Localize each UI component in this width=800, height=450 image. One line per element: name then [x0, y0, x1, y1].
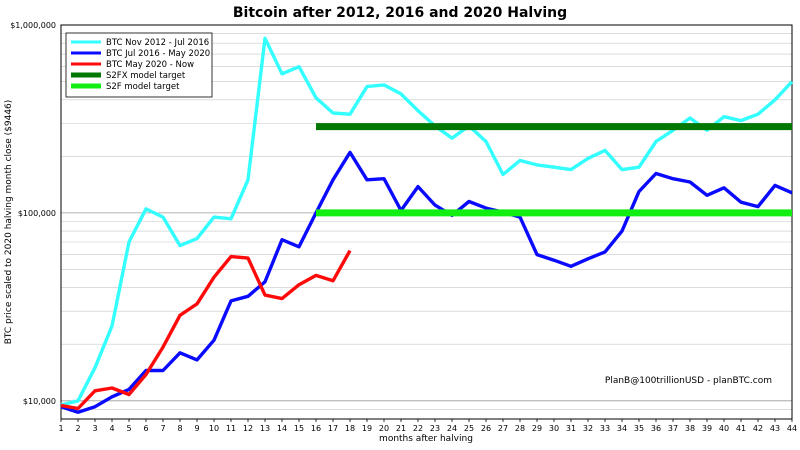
x-tick-label: 29 [532, 424, 542, 433]
x-tick-label: 14 [277, 424, 287, 433]
legend-label: BTC Jul 2016 - May 2020 [106, 49, 210, 59]
y-tick-label: $1,000,000 [10, 21, 56, 30]
series-line-3 [60, 249, 352, 411]
x-tick-label: 20 [379, 424, 389, 433]
x-tick-label: 31 [566, 424, 576, 433]
x-tick-label: 40 [719, 424, 729, 433]
x-tick-label: 4 [109, 424, 114, 433]
x-tick-label: 44 [787, 424, 797, 433]
x-tick-label: 7 [160, 424, 165, 433]
x-tick-label: 22 [413, 424, 423, 433]
x-tick-label: 6 [143, 424, 148, 433]
credit-text: PlanB@100trillionUSD - planBTC.com [605, 376, 772, 386]
x-tick-label: 25 [464, 424, 474, 433]
legend-label: S2F model target [106, 82, 180, 92]
x-tick-label: 36 [651, 424, 661, 433]
series-line-1 [60, 36, 794, 407]
x-tick-label: 16 [311, 424, 321, 433]
x-tick-label: 15 [294, 424, 304, 433]
x-tick-label: 32 [583, 424, 593, 433]
x-tick-label: 42 [753, 424, 763, 433]
x-tick-label: 33 [600, 424, 610, 433]
x-tick-label: 43 [770, 424, 780, 433]
series-line-2 [60, 150, 793, 414]
x-tick-label: 34 [617, 424, 627, 433]
x-tick-label: 3 [92, 424, 97, 433]
plot-frame [60, 24, 793, 420]
x-tick-label: 2 [75, 424, 80, 433]
x-tick-label: 24 [447, 424, 457, 433]
legend-label: BTC Nov 2012 - Jul 2016 [106, 38, 209, 48]
x-tick-label: 39 [702, 424, 712, 433]
x-tick-label: 17 [328, 424, 338, 433]
x-tick-label: 35 [634, 424, 644, 433]
x-tick-label: 9 [194, 424, 199, 433]
x-tick-label: 1 [58, 424, 63, 433]
y-axis-ticks: $10,000 $100,000 $1,000,000 [10, 21, 56, 406]
x-axis-ticks: 1 2 3 4 5 6 7 8 9 10 11 12 13 14 15 16 17 18 19 20 21 22 23 24 2… [58, 419, 797, 433]
x-tick-label: 38 [685, 424, 695, 433]
x-tick-label: 18 [345, 424, 355, 433]
x-tick-label: 12 [243, 424, 253, 433]
x-tick-label: 23 [430, 424, 440, 433]
y-axis-label: BTC price scaled to 2020 halving month c… [4, 100, 14, 345]
x-tick-label: 37 [668, 424, 678, 433]
x-tick-label: 28 [515, 424, 525, 433]
x-tick-label: 10 [209, 424, 219, 433]
x-tick-label: 11 [226, 424, 236, 433]
x-tick-label: 26 [481, 424, 491, 433]
legend-label: S2FX model target [106, 71, 186, 81]
y-tick-label: $100,000 [18, 209, 56, 218]
legend-label: BTC May 2020 - Now [106, 60, 194, 70]
chart-title: Bitcoin after 2012, 2016 and 2020 Halvin… [233, 5, 567, 21]
x-tick-label: 8 [177, 424, 182, 433]
x-tick-label: 13 [260, 424, 270, 433]
x-tick-label: 21 [396, 424, 406, 433]
x-tick-label: 30 [549, 424, 559, 433]
x-tick-label: 19 [362, 424, 372, 433]
series-layer [60, 36, 794, 414]
y-tick-label: $10,000 [23, 397, 56, 406]
x-axis-label: months after halving [379, 434, 473, 444]
x-tick-label: 27 [498, 424, 508, 433]
x-tick-label: 41 [736, 424, 746, 433]
x-tick-label: 5 [126, 424, 131, 433]
